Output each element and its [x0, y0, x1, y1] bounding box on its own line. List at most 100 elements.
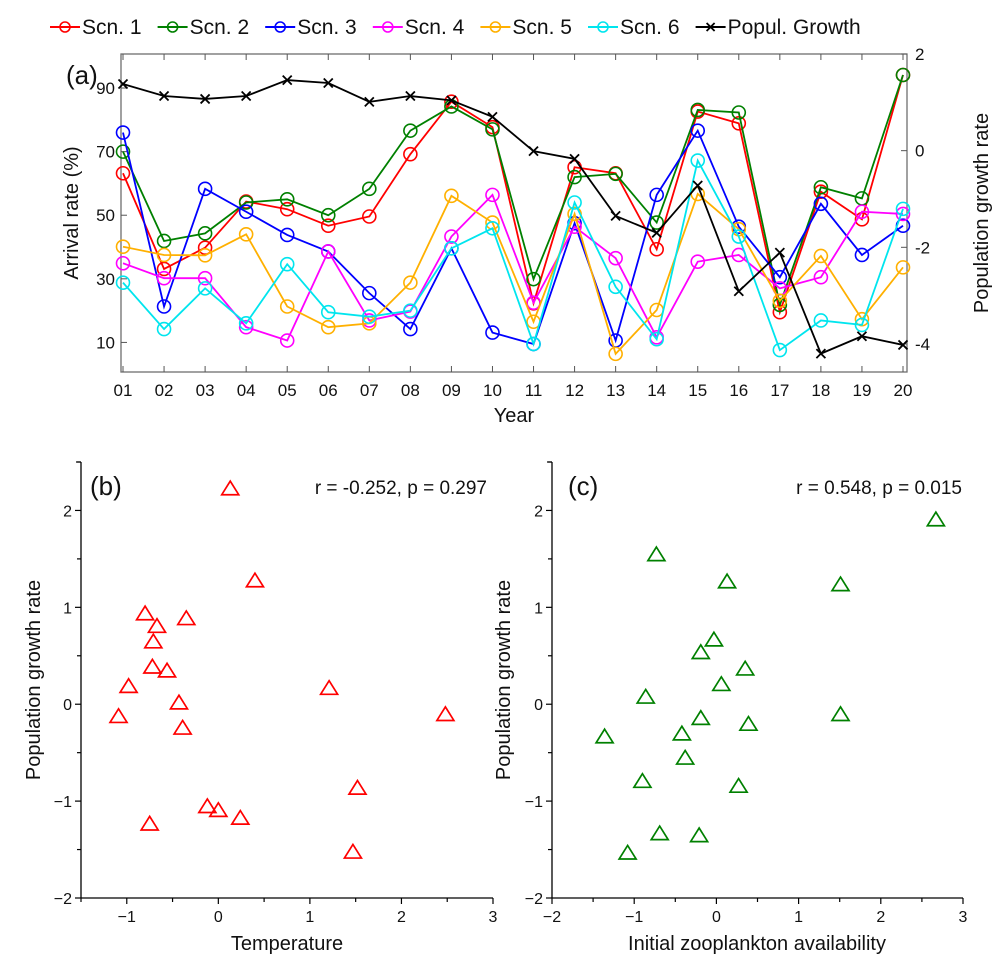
data-point-circle-marker — [197, 240, 213, 255]
panel-b-axes: −2 −1 0 1 2 −1 0 1 2 3 — [54, 461, 498, 926]
data-point-circle-marker — [567, 195, 582, 210]
x-tick-label: 19 — [852, 381, 871, 400]
panel-a-line-chart: 01 02 03 04 05 06 07 08 09 10 11 12 13 14 15 16 17 18 19 20… — [61, 45, 993, 427]
data-point-circle-marker — [895, 206, 911, 222]
data-point-circle-marker — [403, 275, 418, 290]
x-tick-label: 0 — [214, 909, 223, 926]
x-tick-label: 2 — [397, 909, 406, 926]
data-point-circle-marker — [854, 204, 870, 220]
data-point-triangle — [690, 643, 711, 660]
y-tick-label: −2 — [54, 891, 72, 908]
data-point-circle-marker — [403, 123, 418, 138]
x-tick-label: 14 — [647, 381, 666, 400]
data-point-circle-marker — [813, 184, 829, 199]
data-point-triangle — [728, 776, 749, 794]
data-point-circle-marker — [526, 336, 541, 352]
data-point-circle-marker — [895, 201, 911, 217]
panel-b-label: (b) — [90, 471, 122, 501]
data-point-circle-marker — [895, 67, 911, 83]
x-tick-label: 18 — [811, 381, 830, 400]
data-point-circle-marker — [115, 239, 131, 255]
legend-label: Scn. 5 — [512, 16, 572, 39]
data-point-circle-marker — [238, 227, 254, 242]
legend-item: Scn. 6 — [588, 16, 680, 39]
x-tick-label: 01 — [114, 381, 133, 400]
legend-label: Scn. 2 — [190, 16, 250, 39]
data-point-triangle — [143, 632, 164, 649]
x-tick-label: 12 — [565, 381, 584, 400]
x-tick-label: 1 — [305, 909, 314, 926]
x-tick-label: 3 — [489, 909, 498, 926]
data-point-x-marker — [733, 286, 744, 297]
data-point-triangle — [208, 801, 229, 818]
y-tick-label: 30 — [96, 270, 115, 289]
data-point-circle-marker — [731, 229, 747, 244]
data-point-circle-marker — [156, 299, 172, 314]
x-tick-label: 16 — [729, 381, 748, 400]
data-point-circle-marker — [690, 102, 706, 118]
data-point-x-marker — [405, 90, 416, 102]
data-point-triangle — [172, 718, 193, 735]
x-tick-label: 1 — [794, 909, 803, 926]
x-tick-label: 13 — [606, 381, 625, 400]
y-tick-label: 2 — [534, 503, 543, 520]
data-point-circle-marker — [279, 299, 295, 314]
data-point-x-marker — [774, 247, 785, 258]
legend-item: Scn. 2 — [157, 16, 250, 39]
legend-label: Scn. 4 — [405, 16, 465, 39]
legend-item: Scn. 3 — [265, 16, 357, 39]
data-point-circle-marker — [649, 215, 664, 230]
data-point-circle-marker — [485, 220, 500, 236]
panel-b-y-axis-title: Population growth rate — [23, 580, 45, 780]
data-point-triangle — [925, 510, 946, 527]
x-tick-label: 02 — [155, 381, 174, 400]
panel-c-y-axis-title: Population growth rate — [493, 580, 515, 780]
data-point-triangle — [220, 479, 241, 496]
data-point-x-marker — [241, 90, 252, 102]
data-point-circle-marker — [115, 144, 131, 159]
legend-circle-marker — [597, 21, 609, 33]
data-point-triangle — [135, 604, 156, 621]
x-tick-label: 20 — [894, 381, 913, 400]
x-tick-label: 03 — [196, 381, 215, 400]
legend-label: Scn. 6 — [620, 16, 680, 39]
data-point-triangle — [594, 727, 615, 744]
data-point-triangle — [635, 687, 656, 704]
x-tick-label: 11 — [525, 381, 543, 400]
series-scn-2 — [115, 67, 911, 313]
data-point-circle-marker — [485, 122, 500, 137]
data-point-x-marker — [692, 180, 703, 191]
data-point-triangle — [617, 843, 638, 860]
data-point-circle-marker — [115, 255, 131, 271]
legend-item: Scn. 4 — [372, 16, 465, 39]
data-point-circle-marker — [403, 146, 418, 162]
data-point-triangle — [142, 657, 163, 674]
panel-c-label: (c) — [568, 471, 598, 501]
data-point-circle-marker — [813, 196, 829, 212]
data-point-triangle — [118, 677, 139, 694]
legend-label: Scn. 1 — [82, 16, 142, 39]
data-point-circle-marker — [608, 346, 623, 362]
data-point-x-marker — [158, 90, 170, 102]
data-point-circle-marker — [854, 317, 870, 333]
data-point-triangle — [244, 571, 265, 588]
series-popul-growth — [117, 74, 909, 359]
panel-c-x-axis-title: Initial zooplankton availability — [628, 933, 886, 955]
data-point-circle-marker — [238, 195, 254, 210]
y-tick-label: 2 — [63, 503, 72, 520]
data-point-triangle — [717, 572, 738, 589]
panel-a-y-axis-title: Arrival rate (%) — [61, 146, 83, 279]
data-point-circle-marker — [485, 325, 500, 340]
data-point-triangle — [711, 675, 732, 692]
data-point-circle-marker — [279, 333, 295, 348]
panel-a-x-axis-title: Year — [494, 405, 535, 427]
y-tick-label: 90 — [96, 79, 115, 98]
data-point-circle-marker — [279, 201, 295, 217]
data-point-x-marker — [117, 78, 129, 90]
series-line — [122, 79, 904, 355]
data-point-triangle — [830, 575, 851, 592]
data-point-circle-marker — [279, 256, 295, 272]
data-point-triangle — [197, 797, 218, 814]
legend-circle-marker — [59, 21, 71, 33]
